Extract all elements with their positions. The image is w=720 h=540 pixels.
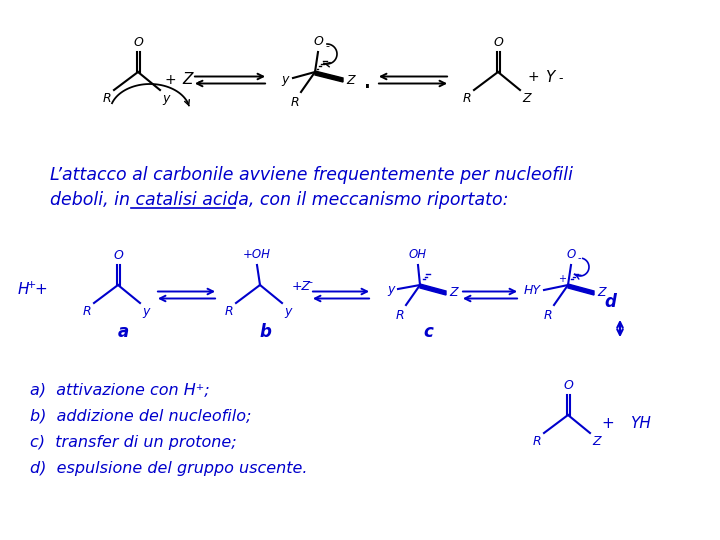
Text: Z: Z	[592, 435, 600, 448]
Text: y: y	[284, 305, 292, 318]
Text: +: +	[34, 282, 47, 298]
Text: R: R	[225, 305, 233, 318]
Text: d: d	[604, 293, 616, 311]
Text: +OH: +OH	[243, 248, 271, 261]
Text: -: -	[325, 41, 329, 51]
Text: +: +	[27, 280, 37, 290]
Text: O: O	[494, 36, 503, 49]
Text: -: -	[197, 75, 202, 88]
Text: deboli, in catalisi acida, con il meccanismo riportato:: deboli, in catalisi acida, con il meccan…	[50, 191, 508, 209]
Text: b: b	[259, 323, 271, 341]
Text: Z: Z	[346, 73, 355, 86]
Text: b)  addizione del nucleofilo;: b) addizione del nucleofilo;	[30, 408, 251, 423]
Text: OH: OH	[409, 248, 427, 261]
Text: c: c	[423, 323, 433, 341]
Text: a: a	[117, 323, 129, 341]
Text: -: -	[558, 72, 562, 85]
Text: HY: HY	[524, 284, 541, 296]
Text: +: +	[527, 70, 539, 84]
Text: H: H	[18, 282, 30, 298]
Text: O: O	[114, 249, 123, 262]
Polygon shape	[315, 71, 343, 82]
Text: c)  transfer di un protone;: c) transfer di un protone;	[30, 435, 237, 449]
Text: y: y	[142, 305, 149, 318]
Polygon shape	[420, 284, 446, 295]
Text: -: -	[578, 253, 582, 263]
Text: .: .	[363, 66, 372, 94]
Text: Z: Z	[597, 287, 606, 300]
Text: Y: Y	[545, 70, 554, 84]
Text: d)  espulsione del gruppo uscente.: d) espulsione del gruppo uscente.	[30, 461, 307, 476]
Text: R: R	[395, 309, 404, 322]
Text: O: O	[564, 379, 573, 392]
Text: R: R	[82, 305, 91, 318]
Text: +Z: +Z	[292, 280, 311, 294]
Text: y: y	[162, 92, 169, 105]
Text: R: R	[290, 96, 299, 109]
Polygon shape	[568, 284, 594, 295]
Text: L’attacco al carbonile avviene frequentemente per nucleofili: L’attacco al carbonile avviene frequente…	[50, 166, 573, 184]
Text: O: O	[313, 35, 323, 48]
Text: +: +	[164, 73, 176, 87]
Text: -: -	[308, 277, 312, 287]
Text: Z: Z	[449, 287, 458, 300]
Text: a)  attivazione con H⁺;: a) attivazione con H⁺;	[30, 382, 210, 397]
Text: R: R	[462, 92, 471, 105]
Text: O: O	[134, 36, 143, 49]
Text: O: O	[567, 248, 575, 261]
Text: y: y	[282, 72, 289, 85]
Text: Z: Z	[522, 92, 531, 105]
Text: Z: Z	[183, 72, 193, 87]
Text: y: y	[387, 284, 395, 296]
Text: YH: YH	[630, 415, 651, 430]
Text: R: R	[532, 435, 541, 448]
Text: R: R	[102, 92, 111, 105]
Text: R: R	[544, 309, 552, 322]
Text: +: +	[602, 415, 614, 430]
Text: +: +	[558, 274, 566, 284]
